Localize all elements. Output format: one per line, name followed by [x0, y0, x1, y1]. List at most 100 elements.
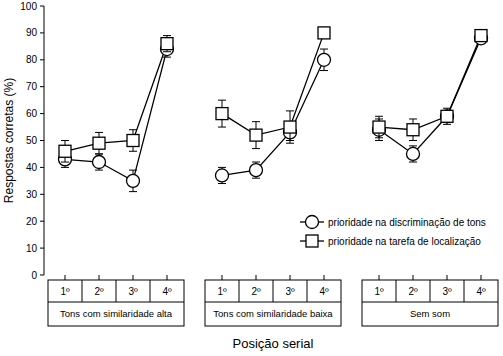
cell-divider [273, 280, 274, 302]
cell-divider [82, 280, 83, 302]
marker-square [127, 135, 139, 147]
y-tick [40, 248, 44, 249]
error-cap [252, 121, 260, 122]
group-label: Tons com similaridade alta [60, 308, 173, 319]
cell-divider [116, 280, 117, 302]
marker-circle [250, 164, 263, 177]
cell-divider [464, 280, 465, 302]
x-tick [413, 275, 414, 280]
x-tick [447, 275, 448, 280]
y-tick-label: 40 [26, 162, 38, 173]
marker-square [216, 108, 228, 120]
cell-divider [396, 280, 397, 302]
error-cap [218, 183, 226, 184]
marker-square [475, 30, 487, 42]
legend-entry: prioridade na discriminação de tons [300, 216, 486, 229]
y-tick [40, 6, 44, 7]
cell-divider [239, 280, 240, 302]
error-cap [375, 137, 383, 138]
y-tick [40, 194, 44, 195]
legend-marker [306, 235, 318, 247]
error-cap [163, 51, 171, 52]
y-tick-label: 100 [20, 1, 37, 12]
error-cap [95, 132, 103, 133]
error-cap [252, 162, 260, 163]
x-tick [222, 275, 223, 280]
x-tick-label: 1º [60, 286, 70, 297]
y-tick-label: 90 [26, 27, 38, 38]
marker-square [441, 110, 453, 122]
error-cap [443, 108, 451, 109]
x-tick [99, 275, 100, 280]
y-tick-label: 20 [26, 216, 38, 227]
chart: 0102030405060708090100Respostas corretas… [0, 0, 503, 356]
x-tick-label: 1º [374, 286, 384, 297]
marker-square [318, 27, 330, 39]
marker-square [284, 121, 296, 133]
marker-circle [127, 174, 140, 187]
x-tick-label: 2º [408, 286, 418, 297]
error-cap [409, 140, 417, 141]
x-axis-label: Posição serial [233, 336, 314, 351]
error-cap [61, 140, 69, 141]
error-cap [163, 35, 171, 36]
error-cap [443, 124, 451, 125]
error-cap [95, 153, 103, 154]
x-tick-label: 3º [285, 286, 295, 297]
marker-square [373, 121, 385, 133]
x-tick [65, 275, 66, 280]
error-cap [252, 148, 260, 149]
error-cap [286, 143, 294, 144]
error-cap [375, 140, 383, 141]
error-cap [218, 167, 226, 168]
y-tick [40, 167, 44, 168]
y-tick [40, 221, 44, 222]
legend-marker [306, 216, 319, 229]
series-line [65, 44, 167, 152]
series-line [65, 49, 167, 181]
marker-square [250, 129, 262, 141]
error-cap [95, 153, 103, 154]
plot-area [59, 27, 488, 192]
error-cap [61, 162, 69, 163]
error-cap [320, 70, 328, 71]
marker-circle [441, 110, 454, 123]
error-cap [129, 170, 137, 171]
y-tick-label: 80 [26, 54, 38, 65]
cell-divider [307, 280, 308, 302]
marker-circle [93, 156, 106, 169]
legend-label: prioridade na discriminação de tons [328, 217, 486, 228]
x-tick [167, 275, 168, 280]
y-tick [40, 275, 44, 276]
marker-square [161, 38, 173, 50]
error-cap [409, 118, 417, 119]
legend-label: prioridade na tarefa de localização [328, 236, 481, 247]
legend-entry: prioridade na tarefa de localização [300, 235, 481, 247]
y-tick [40, 113, 44, 114]
y-tick [40, 32, 44, 33]
x-tick [379, 275, 380, 280]
error-cap [95, 170, 103, 171]
error-cap [320, 49, 328, 50]
error-cap [163, 57, 171, 58]
y-tick-label: 0 [31, 270, 37, 281]
error-cap [252, 178, 260, 179]
group-box [205, 280, 341, 326]
y-axis-label: Respostas corretas (%) [2, 78, 16, 203]
group-box [362, 280, 498, 326]
marker-square [59, 145, 71, 157]
error-cap [409, 162, 417, 163]
error-cap [375, 116, 383, 117]
y-tick [40, 59, 44, 60]
y-tick-label: 60 [26, 108, 38, 119]
y-tick [40, 140, 44, 141]
x-tick-label: 2º [251, 286, 261, 297]
error-cap [61, 167, 69, 168]
cell-divider [430, 280, 431, 302]
x-tick [290, 275, 291, 280]
x-tick [481, 275, 482, 280]
cell-divider [150, 280, 151, 302]
error-cap [409, 145, 417, 146]
x-tick-label: 4º [476, 286, 486, 297]
error-cap [129, 191, 137, 192]
